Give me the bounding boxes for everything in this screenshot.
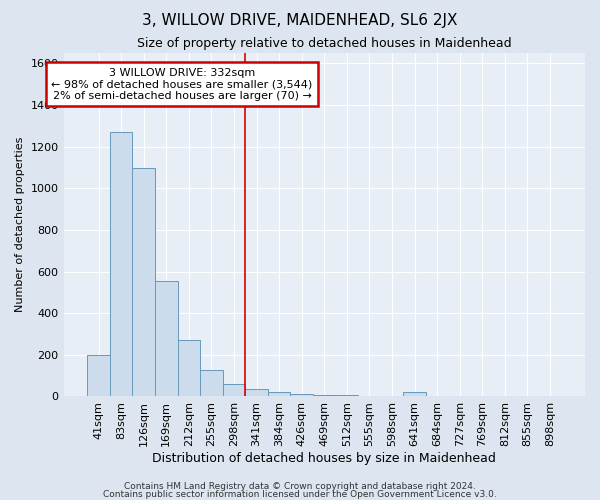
Text: 3 WILLOW DRIVE: 332sqm
← 98% of detached houses are smaller (3,544)
2% of semi-d: 3 WILLOW DRIVE: 332sqm ← 98% of detached… [52, 68, 313, 101]
Text: 3, WILLOW DRIVE, MAIDENHEAD, SL6 2JX: 3, WILLOW DRIVE, MAIDENHEAD, SL6 2JX [142, 12, 458, 28]
Bar [313, 395, 335, 396]
Bar [403, 392, 426, 396]
Bar [110, 132, 133, 396]
Bar [178, 340, 200, 396]
Y-axis label: Number of detached properties: Number of detached properties [15, 137, 25, 312]
Bar [87, 355, 110, 397]
Text: Contains public sector information licensed under the Open Government Licence v3: Contains public sector information licen… [103, 490, 497, 499]
Bar [133, 168, 155, 396]
Bar [155, 281, 178, 396]
Bar [245, 389, 268, 396]
Bar [290, 394, 313, 396]
Bar [268, 392, 290, 396]
Bar [223, 384, 245, 396]
X-axis label: Distribution of detached houses by size in Maidenhead: Distribution of detached houses by size … [152, 452, 496, 465]
Text: Contains HM Land Registry data © Crown copyright and database right 2024.: Contains HM Land Registry data © Crown c… [124, 482, 476, 491]
Bar [335, 395, 358, 396]
Title: Size of property relative to detached houses in Maidenhead: Size of property relative to detached ho… [137, 38, 512, 51]
Bar [200, 370, 223, 396]
